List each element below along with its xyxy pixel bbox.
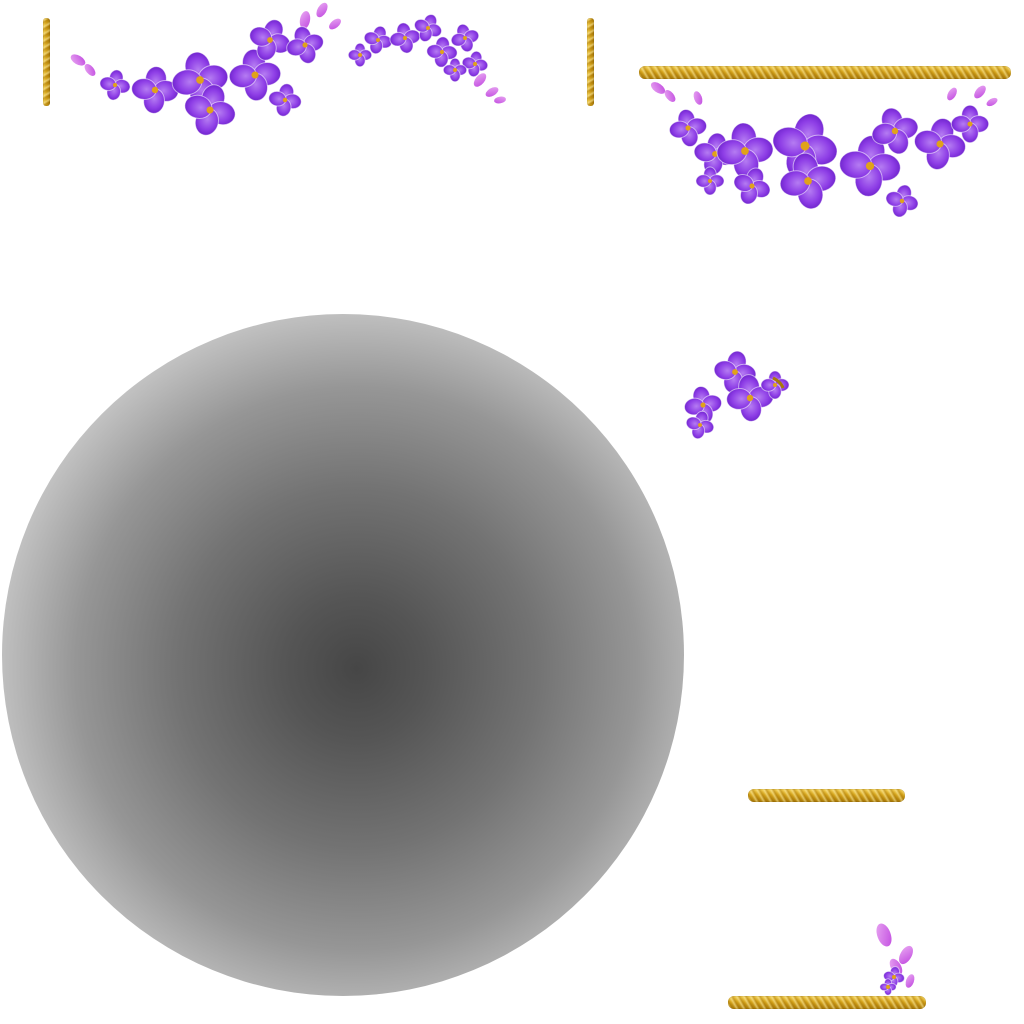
lilac-flower	[779, 152, 837, 210]
lilac-bud	[974, 85, 986, 99]
lilac-flower	[450, 23, 480, 53]
lilac-flower	[733, 167, 771, 205]
lilac-bud	[70, 54, 86, 66]
lilac-flower	[695, 166, 725, 196]
gold-bar-bottom	[728, 996, 926, 1009]
lilac-flower	[879, 978, 897, 996]
lilac-bud	[473, 73, 487, 87]
lilac-garland-top	[60, 0, 520, 145]
lilac-flower	[347, 42, 373, 68]
lilac-bud	[329, 18, 341, 30]
lilac-flower	[885, 184, 919, 218]
lilac-swag-top-right	[640, 76, 1012, 236]
lilac-flower	[413, 13, 443, 43]
lilac-flower	[426, 36, 458, 68]
lilac-bud	[485, 87, 499, 97]
lilac-bud	[947, 87, 957, 101]
lilac-flower	[726, 374, 774, 422]
lilac-flower	[871, 107, 919, 155]
lilac-bud	[899, 945, 913, 965]
lilac-flower	[99, 69, 131, 101]
lilac-flower	[389, 22, 421, 54]
lilac-bud	[664, 90, 676, 102]
lilac-bud	[84, 64, 96, 76]
lilac-flower	[131, 66, 179, 114]
lilac-bud	[299, 11, 311, 29]
lilac-bud	[494, 96, 506, 104]
lilac-flower	[461, 50, 489, 78]
lilac-flower	[713, 350, 757, 394]
gold-bar-top-right	[639, 66, 1011, 79]
lilac-cluster-small	[655, 330, 805, 445]
lilac-flower	[716, 122, 774, 180]
lilac-flower	[914, 118, 966, 170]
lilac-flower	[668, 108, 708, 148]
lilac-flower	[363, 25, 393, 55]
gold-bar-bottom-short	[748, 789, 905, 802]
lilac-flower	[184, 84, 236, 136]
lilac-flower	[442, 57, 468, 83]
lilac-flower	[249, 19, 291, 61]
lilac-flower	[950, 104, 990, 144]
lilac-bud	[650, 82, 666, 94]
lilac-bud	[905, 974, 915, 988]
lilac-flower	[228, 48, 282, 102]
lilac-bud	[316, 2, 328, 18]
lilac-bud	[876, 923, 892, 947]
lilac-flower	[286, 26, 324, 64]
gold-bar-vertical-mid	[587, 18, 594, 106]
lilac-flower	[685, 410, 715, 440]
lilac-sprig-bottom	[866, 915, 930, 999]
lilac-flower	[268, 83, 302, 117]
lilac-bud	[693, 91, 703, 105]
lilac-flower	[883, 966, 905, 988]
radial-shadow	[2, 314, 684, 996]
lilac-bud	[986, 97, 998, 107]
gold-bar-vertical-left	[43, 18, 50, 106]
